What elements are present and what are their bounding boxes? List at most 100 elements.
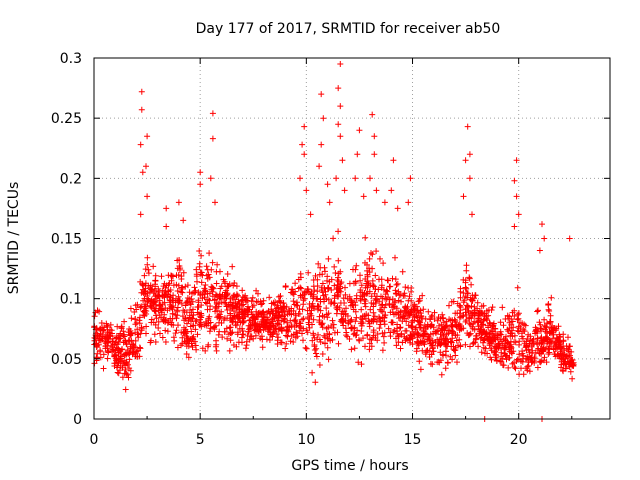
data-point bbox=[303, 345, 310, 352]
data-point bbox=[519, 330, 525, 337]
data-point bbox=[157, 330, 163, 337]
data-point bbox=[228, 330, 235, 337]
data-point bbox=[516, 338, 523, 345]
data-point bbox=[256, 309, 263, 316]
data-point bbox=[482, 313, 488, 319]
x-tick-label: 0 bbox=[90, 432, 99, 448]
data-point bbox=[408, 306, 415, 313]
data-point bbox=[244, 297, 251, 304]
data-point bbox=[172, 311, 179, 318]
data-point bbox=[216, 311, 223, 318]
data-point bbox=[125, 374, 132, 381]
data-point bbox=[371, 133, 378, 140]
data-point bbox=[337, 103, 344, 110]
data-point bbox=[197, 269, 204, 276]
data-point bbox=[399, 318, 406, 325]
data-point bbox=[185, 354, 192, 361]
data-point bbox=[457, 307, 464, 314]
data-point bbox=[322, 340, 328, 347]
data-point bbox=[330, 321, 337, 328]
data-point bbox=[212, 199, 218, 206]
data-point bbox=[293, 312, 299, 319]
data-point bbox=[504, 339, 511, 345]
data-point bbox=[206, 250, 213, 257]
data-point bbox=[362, 343, 368, 350]
data-point bbox=[488, 327, 495, 334]
data-point bbox=[405, 284, 412, 291]
data-point bbox=[520, 371, 527, 378]
data-point bbox=[133, 306, 140, 313]
data-point bbox=[196, 248, 203, 254]
data-point bbox=[283, 340, 290, 347]
data-point bbox=[276, 312, 283, 319]
data-point bbox=[519, 348, 526, 355]
data-point bbox=[97, 337, 104, 344]
data-point bbox=[514, 327, 521, 334]
data-point bbox=[174, 344, 181, 351]
data-point bbox=[343, 329, 350, 336]
data-point bbox=[115, 345, 121, 352]
data-point bbox=[545, 301, 552, 307]
data-point bbox=[120, 360, 126, 367]
data-point bbox=[506, 346, 513, 353]
data-point bbox=[170, 334, 177, 341]
data-point bbox=[99, 331, 106, 338]
data-point bbox=[249, 294, 256, 301]
data-point bbox=[339, 308, 346, 315]
data-point bbox=[307, 211, 314, 218]
data-point bbox=[434, 336, 441, 343]
data-point bbox=[162, 339, 169, 345]
data-point bbox=[372, 272, 379, 279]
data-point bbox=[187, 301, 194, 308]
data-point bbox=[550, 335, 556, 342]
data-point bbox=[524, 367, 531, 374]
data-point bbox=[391, 299, 398, 306]
data-point bbox=[136, 314, 143, 321]
data-point bbox=[221, 292, 228, 299]
data-point bbox=[513, 193, 520, 200]
data-point bbox=[180, 269, 187, 276]
data-point bbox=[282, 283, 289, 289]
data-point bbox=[566, 363, 573, 370]
data-point bbox=[284, 333, 291, 340]
data-point bbox=[337, 268, 344, 275]
data-point bbox=[482, 345, 489, 352]
data-point bbox=[144, 193, 151, 200]
data-point bbox=[466, 275, 473, 282]
data-point bbox=[218, 308, 225, 315]
data-point bbox=[478, 349, 485, 356]
data-point bbox=[213, 347, 220, 354]
data-point bbox=[357, 272, 363, 279]
data-point bbox=[325, 356, 332, 363]
data-point bbox=[300, 337, 306, 344]
data-point bbox=[198, 279, 205, 286]
data-point bbox=[236, 306, 243, 313]
data-point bbox=[123, 359, 130, 366]
data-point bbox=[370, 301, 377, 308]
data-point bbox=[176, 297, 183, 304]
data-point bbox=[328, 287, 335, 293]
data-point bbox=[423, 331, 430, 338]
data-point bbox=[442, 335, 449, 342]
data-point bbox=[222, 300, 229, 306]
x-tick-label: 10 bbox=[297, 432, 315, 448]
data-point bbox=[271, 326, 277, 333]
y-tick-labels: 0 0.05 0.1 0.15 0.2 0.25 0.3 bbox=[51, 51, 82, 428]
data-point bbox=[180, 217, 187, 224]
data-point bbox=[539, 221, 545, 228]
data-point bbox=[369, 111, 376, 118]
data-point bbox=[179, 313, 186, 320]
data-point bbox=[338, 316, 345, 323]
data-point bbox=[528, 343, 535, 350]
data-point bbox=[419, 347, 426, 354]
data-point bbox=[374, 331, 381, 337]
data-point bbox=[535, 307, 541, 314]
data-point bbox=[541, 235, 548, 242]
data-point bbox=[117, 367, 123, 374]
data-point bbox=[357, 277, 364, 284]
data-point bbox=[498, 349, 505, 356]
data-point bbox=[224, 271, 231, 277]
data-point bbox=[379, 308, 386, 315]
data-point bbox=[335, 121, 342, 128]
data-point bbox=[350, 306, 357, 313]
